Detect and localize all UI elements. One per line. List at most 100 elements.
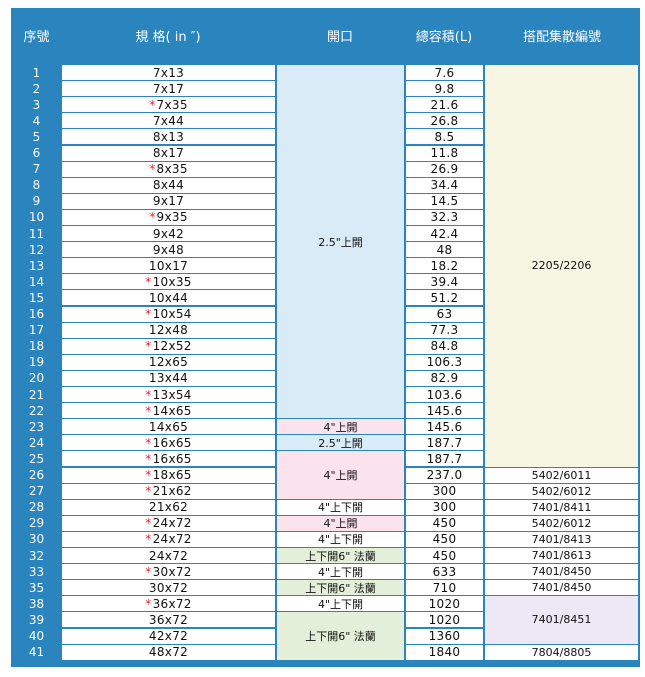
volume-cell: 32.3 xyxy=(406,209,483,225)
row-number: 11 xyxy=(28,226,45,241)
match-cell: 7401/8613 xyxy=(485,548,638,564)
opening-cell: 4"上下開 xyxy=(277,531,404,547)
spec-cell: 13x44 xyxy=(62,370,275,386)
row-number: 6 xyxy=(32,146,41,161)
volume-cell: 48 xyxy=(406,242,483,258)
opening-cell: 上下開6" 法蘭 xyxy=(277,548,404,564)
opening-cell: 4"上開 xyxy=(277,515,404,531)
spec-value: 21x62 xyxy=(152,484,192,499)
star-marker: * xyxy=(145,339,152,354)
row-number: 8 xyxy=(32,178,41,193)
match-cell: 7401/8411 xyxy=(485,499,638,515)
volume-cell: 26.9 xyxy=(406,161,483,177)
match-cell: 7401/8413 xyxy=(485,531,638,547)
spec-cell: 12x65 xyxy=(62,354,275,370)
row-number: 1 xyxy=(32,65,41,80)
spec-value: 10x54 xyxy=(152,307,192,322)
row-number: 26 xyxy=(28,468,45,483)
volume-cell: 300 xyxy=(406,483,483,499)
row-number: 3 xyxy=(32,97,41,112)
star-marker: * xyxy=(145,532,152,547)
volume-cell: 103.6 xyxy=(406,387,483,403)
match-cell: 5402/6012 xyxy=(485,483,638,499)
opening-cell: 4"上開 xyxy=(277,451,404,499)
spec-value: 8x44 xyxy=(152,178,185,193)
match-cell: 7804/8805 xyxy=(485,644,638,660)
spec-value: 9x42 xyxy=(152,226,185,241)
row-number: 30 xyxy=(28,532,45,547)
volume-cell: 1360 xyxy=(406,628,483,644)
spec-value: 12x65 xyxy=(148,355,189,370)
volume-cell: 237.0 xyxy=(406,467,483,483)
row-number: 17 xyxy=(28,323,45,338)
spec-value: 30x72 xyxy=(152,564,192,579)
spec-cell: 7x17 xyxy=(62,81,275,97)
header-spec: 規 格( in ″) xyxy=(135,30,201,45)
volume-cell: 450 xyxy=(406,531,483,547)
row-number: 41 xyxy=(28,645,45,660)
spec-cell: 7x13 xyxy=(62,65,275,81)
opening-cell: 2.5"上開 xyxy=(277,65,404,419)
row-number: 5 xyxy=(32,129,41,144)
spec-cell: * 16x65 xyxy=(62,435,275,451)
star-marker: * xyxy=(145,484,152,499)
spec-cell: * 30x72 xyxy=(62,564,275,580)
opening-cell: 4"上下開 xyxy=(277,499,404,515)
volume-table: 序號 規 格( in ″) 開口 總容積(L) 搭配集散編號 1 7x13 7.6 2… xyxy=(11,8,640,667)
volume-cell: 63 xyxy=(406,306,483,322)
spec-cell: * 18x65 xyxy=(62,467,275,483)
row-number: 24 xyxy=(28,435,45,450)
volume-cell: 187.7 xyxy=(406,451,483,467)
row-number: 35 xyxy=(28,580,45,595)
row-number: 14 xyxy=(28,274,45,289)
row-number: 10 xyxy=(28,210,45,225)
spec-cell: * 13x54 xyxy=(62,387,275,403)
spec-value: 7x35 xyxy=(156,97,188,112)
volume-cell: 34.4 xyxy=(406,177,483,193)
star-marker: * xyxy=(145,596,152,611)
volume-cell: 14.5 xyxy=(406,193,483,209)
spec-value: 10x17 xyxy=(148,258,189,273)
row-number: 28 xyxy=(28,500,45,515)
volume-cell: 51.2 xyxy=(406,290,483,306)
spec-cell: 14x65 xyxy=(62,419,275,435)
spec-value: 9x48 xyxy=(152,242,185,257)
spec-value: 24x72 xyxy=(152,532,192,547)
volume-cell: 21.6 xyxy=(406,97,483,113)
match-cell: 7401/8451 xyxy=(485,596,638,644)
spec-cell: * 10x35 xyxy=(62,274,275,290)
star-marker: * xyxy=(145,435,152,450)
opening-cell: 4"上開 xyxy=(277,419,404,435)
volume-cell: 42.4 xyxy=(406,226,483,242)
spec-value: 9x17 xyxy=(152,194,185,209)
spec-cell: * 12x52 xyxy=(62,338,275,354)
row-number: 15 xyxy=(28,290,45,305)
row-number: 16 xyxy=(28,307,45,322)
star-marker: * xyxy=(145,468,152,483)
row-number: 32 xyxy=(28,548,45,563)
spec-cell: 48x72 xyxy=(62,644,275,660)
spec-cell: 10x44 xyxy=(62,290,275,306)
opening-cell: 2.5"上開 xyxy=(277,435,404,451)
row-number: 25 xyxy=(28,451,45,466)
row-number: 38 xyxy=(28,596,45,611)
volume-cell: 1840 xyxy=(406,644,483,660)
spec-cell: 9x17 xyxy=(62,193,275,209)
volume-cell: 145.6 xyxy=(406,403,483,419)
match-cell: 5402/6012 xyxy=(485,515,638,531)
row-number: 23 xyxy=(28,419,45,434)
spec-value: 48x72 xyxy=(148,645,189,660)
volume-cell: 18.2 xyxy=(406,258,483,274)
volume-cell: 77.3 xyxy=(406,322,483,338)
star-marker: * xyxy=(145,403,152,418)
opening-cell: 4"上下開 xyxy=(277,564,404,580)
spec-cell: 8x17 xyxy=(62,145,275,161)
row-number: 19 xyxy=(28,355,45,370)
spec-cell: * 9x35 xyxy=(62,209,275,225)
header-opening: 開口 xyxy=(326,30,353,45)
spec-cell: 24x72 xyxy=(62,548,275,564)
volume-cell: 7.6 xyxy=(406,65,483,81)
spec-value: 8x35 xyxy=(156,162,188,177)
volume-cell: 300 xyxy=(406,499,483,515)
spec-value: 13x44 xyxy=(148,371,189,386)
